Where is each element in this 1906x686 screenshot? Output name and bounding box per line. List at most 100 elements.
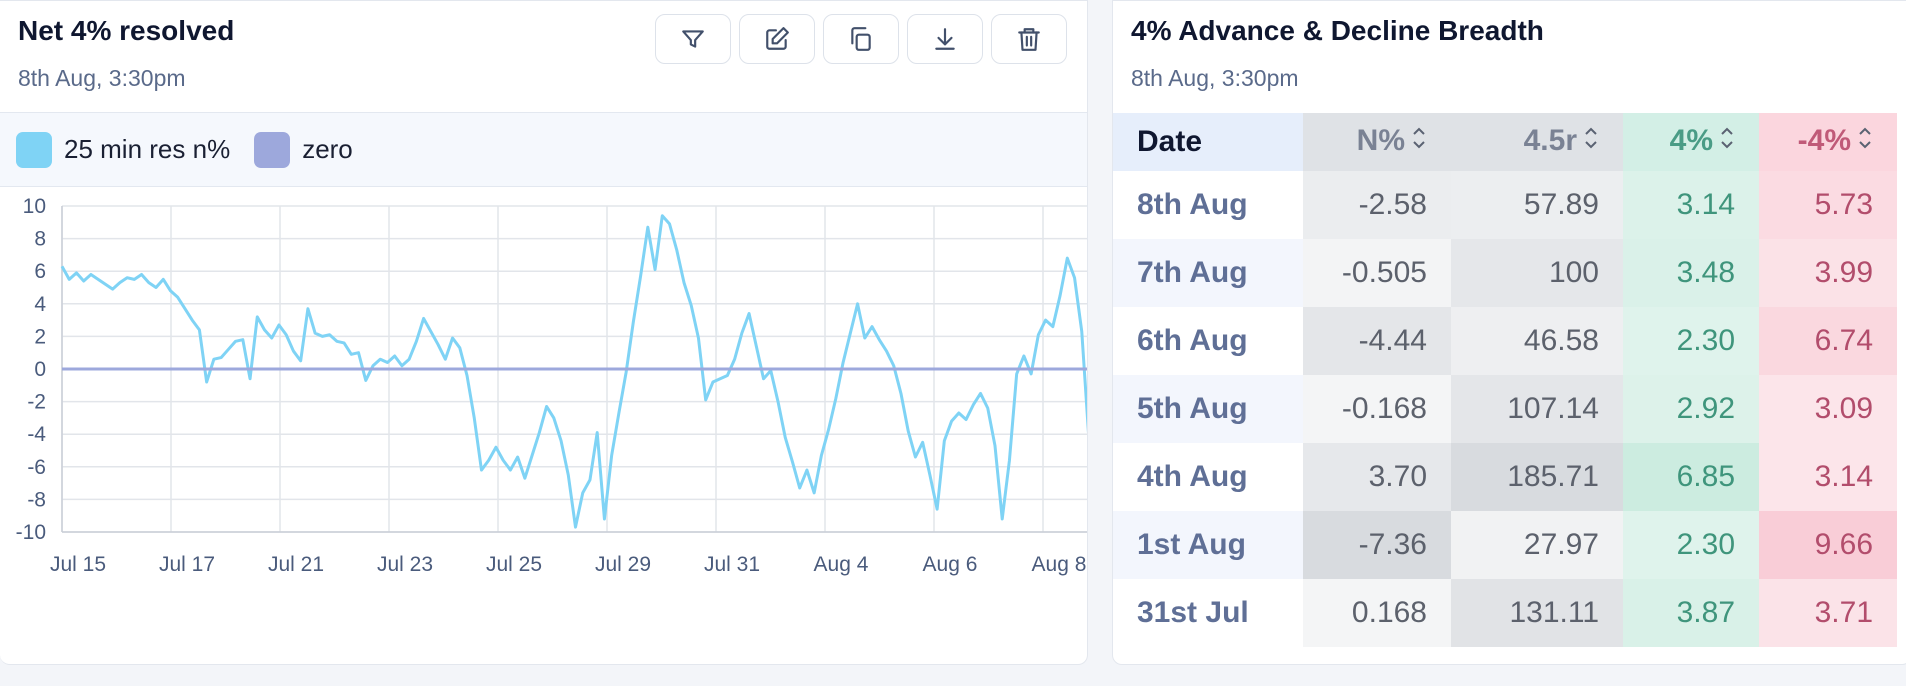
table-row[interactable]: 1st Aug -7.36 27.97 2.30 9.66	[1113, 511, 1897, 579]
table-cell-adv: 2.30	[1623, 511, 1759, 579]
table-cell-date: 6th Aug	[1113, 307, 1303, 375]
y-tick-label: 8	[34, 228, 46, 251]
table-cell-dec: 5.73	[1759, 171, 1897, 239]
y-tick-label: 10	[23, 195, 46, 218]
table-cell-r: 131.11	[1451, 579, 1623, 647]
table-cell-dec: 9.66	[1759, 511, 1897, 579]
copy-icon	[851, 27, 871, 51]
table-row[interactable]: 4th Aug 3.70 185.71 6.85 3.14	[1113, 443, 1897, 511]
y-tick-label: -10	[16, 521, 46, 544]
chart-legend: 25 min res n% zero	[0, 112, 1087, 187]
x-tick-label: Jul 29	[595, 553, 651, 576]
table-cell-n: -2.58	[1303, 171, 1451, 239]
trash-icon	[1018, 28, 1040, 51]
table-cell-dec: 3.71	[1759, 579, 1897, 647]
legend-item-series[interactable]: 25 min res n%	[16, 131, 231, 168]
table-cell-n: -4.44	[1303, 307, 1451, 375]
table-cell-n: -0.505	[1303, 239, 1451, 307]
table-cell-n: 0.168	[1303, 579, 1451, 647]
x-tick-label: Jul 17	[159, 553, 215, 576]
sort-icon[interactable]	[1411, 123, 1427, 161]
table-cell-n: -7.36	[1303, 511, 1451, 579]
table-cell-r: 46.58	[1451, 307, 1623, 375]
filter-icon	[682, 30, 704, 48]
legend-label-series: 25 min res n%	[64, 134, 231, 164]
table-cell-date: 31st Jul	[1113, 579, 1303, 647]
y-tick-label: -8	[27, 488, 46, 511]
y-tick-label: 6	[34, 260, 46, 283]
column-header-date[interactable]: Date	[1113, 113, 1303, 171]
delete-button[interactable]	[991, 14, 1067, 64]
table-cell-r: 57.89	[1451, 171, 1623, 239]
table-cell-dec: 3.99	[1759, 239, 1897, 307]
x-tick-label: Aug 4	[814, 553, 869, 576]
column-header-r[interactable]: 4.5r	[1451, 113, 1623, 171]
table-cell-r: 107.14	[1451, 375, 1623, 443]
copy-button[interactable]	[823, 14, 899, 64]
x-tick-label: Jul 23	[377, 553, 433, 576]
table-cell-n: 3.70	[1303, 443, 1451, 511]
table-row[interactable]: 8th Aug -2.58 57.89 3.14 5.73	[1113, 171, 1897, 239]
filter-button[interactable]	[655, 14, 731, 64]
table-cell-dec: 3.09	[1759, 375, 1897, 443]
net-resolved-panel: Net 4% resolved 8th Aug, 3:30pm 25 min r…	[0, 0, 1088, 665]
panel-title: Net 4% resolved	[18, 15, 235, 46]
panel-title: 4% Advance & Decline Breadth	[1131, 15, 1544, 46]
table-cell-date: 5th Aug	[1113, 375, 1303, 443]
column-header-dec[interactable]: -4%	[1759, 113, 1897, 171]
breadth-panel: 4% Advance & Decline Breadth 8th Aug, 3:…	[1112, 0, 1906, 665]
table-header-row: Date N% 4.5r 4% -4%	[1113, 113, 1897, 171]
panel-subtitle: 8th Aug, 3:30pm	[1131, 65, 1299, 91]
table-cell-r: 185.71	[1451, 443, 1623, 511]
legend-item-zero[interactable]: zero	[254, 131, 353, 168]
table-cell-r: 100	[1451, 239, 1623, 307]
x-tick-label: Jul 31	[704, 553, 760, 576]
table-cell-adv: 2.92	[1623, 375, 1759, 443]
table-row[interactable]: 6th Aug -4.44 46.58 2.30 6.74	[1113, 307, 1897, 375]
download-icon	[935, 28, 955, 50]
column-header-adv[interactable]: 4%	[1623, 113, 1759, 171]
y-tick-label: -2	[27, 391, 46, 414]
x-tick-label: Jul 21	[268, 553, 324, 576]
download-button[interactable]	[907, 14, 983, 64]
x-tick-label: Aug 8	[1032, 553, 1087, 576]
edit-button[interactable]	[739, 14, 815, 64]
table-cell-n: -0.168	[1303, 375, 1451, 443]
table-row[interactable]: 31st Jul 0.168 131.11 3.87 3.71	[1113, 579, 1897, 647]
table-cell-date: 7th Aug	[1113, 239, 1303, 307]
panel-subtitle: 8th Aug, 3:30pm	[18, 65, 186, 91]
table-cell-adv: 3.14	[1623, 171, 1759, 239]
series-line-resolved	[60, 214, 1087, 529]
table-cell-r: 27.97	[1451, 511, 1623, 579]
sort-icon[interactable]	[1857, 123, 1873, 161]
table-cell-dec: 6.74	[1759, 307, 1897, 375]
x-tick-label: Jul 25	[486, 553, 542, 576]
table-cell-date: 1st Aug	[1113, 511, 1303, 579]
x-tick-label: Aug 6	[923, 553, 978, 576]
sort-icon[interactable]	[1583, 123, 1599, 161]
breadth-table: Date N% 4.5r 4% -4% 8th Aug -2.58 57.89 3.1…	[1113, 113, 1897, 647]
y-tick-label: -6	[27, 456, 46, 479]
table-row[interactable]: 7th Aug -0.505 100 3.48 3.99	[1113, 239, 1897, 307]
sort-icon[interactable]	[1719, 123, 1735, 161]
panel-toolbar	[655, 14, 1067, 64]
y-tick-label: 2	[34, 325, 46, 348]
table-row[interactable]: 5th Aug -0.168 107.14 2.92 3.09	[1113, 375, 1897, 443]
legend-swatch-series	[16, 131, 52, 168]
chart-lines	[60, 214, 1087, 529]
table-cell-date: 8th Aug	[1113, 171, 1303, 239]
legend-label-zero: zero	[302, 134, 353, 164]
edit-icon	[766, 27, 789, 50]
table-cell-date: 4th Aug	[1113, 443, 1303, 511]
y-tick-label: -4	[27, 423, 46, 446]
table-cell-adv: 3.48	[1623, 239, 1759, 307]
column-header-n[interactable]: N%	[1303, 113, 1451, 171]
x-tick-label: Jul 15	[50, 553, 106, 576]
table-cell-adv: 2.30	[1623, 307, 1759, 375]
y-axis: 10 8 6 4 2 0 -2 -4 -6 -8 -10	[16, 195, 47, 544]
table-cell-adv: 3.87	[1623, 579, 1759, 647]
legend-swatch-zero	[254, 131, 291, 168]
y-tick-label: 4	[34, 293, 46, 316]
table-cell-adv: 6.85	[1623, 443, 1759, 511]
